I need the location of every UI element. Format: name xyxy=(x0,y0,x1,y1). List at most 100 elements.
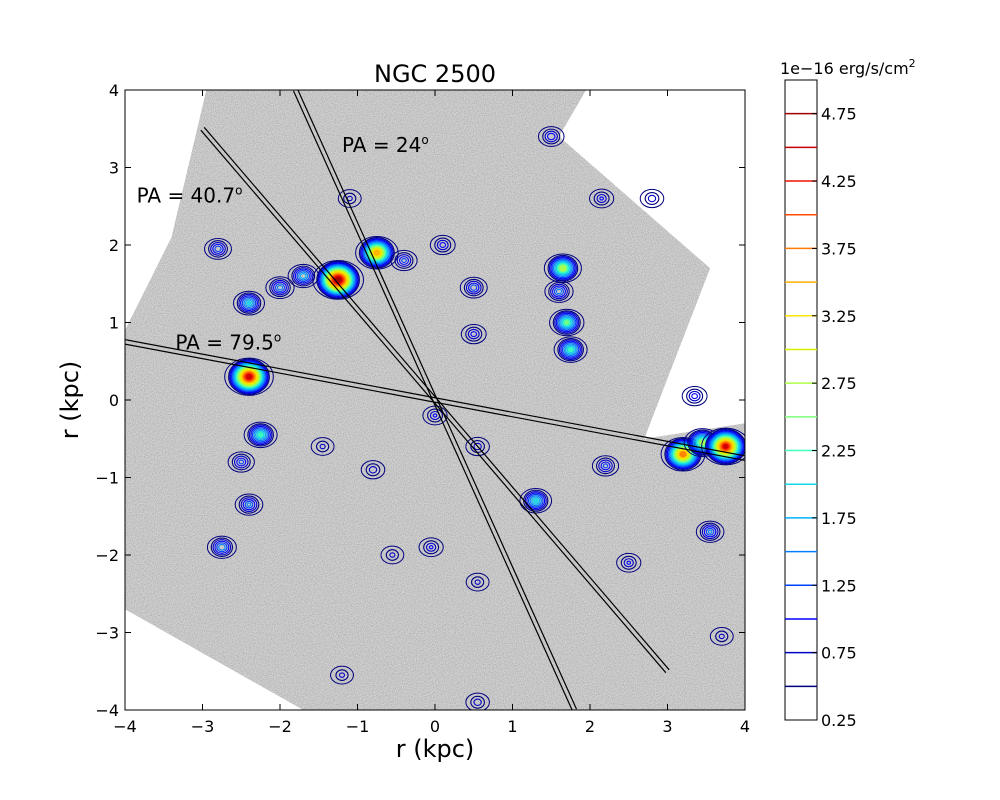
hii-region-8 xyxy=(265,276,295,300)
hii-region-0 xyxy=(312,260,364,300)
hii-region-2 xyxy=(224,357,274,396)
hii-contour-level xyxy=(718,633,725,640)
hii-contour-level xyxy=(294,268,312,284)
hii-contour-halo xyxy=(312,260,364,300)
hii-contour-halo xyxy=(701,427,745,466)
hii-contour-level xyxy=(425,542,437,552)
hii-contour-level xyxy=(593,191,610,206)
hii-contour-level xyxy=(229,359,269,395)
hii-contour-level xyxy=(238,495,260,514)
hii-contour-level xyxy=(551,258,575,279)
hii-contour-level xyxy=(245,299,253,307)
hii-contour-halo xyxy=(460,323,487,345)
hii-region-13 xyxy=(549,308,585,337)
hii-contour-level xyxy=(228,358,270,395)
hii-region-9 xyxy=(287,263,319,289)
slit-label-text: PA = 40.7 xyxy=(137,183,235,207)
hii-contour-halo xyxy=(639,188,665,209)
hii-region-4 xyxy=(227,451,255,473)
hii-contour-level xyxy=(246,301,252,306)
hii-contour-level xyxy=(561,341,580,358)
hii-contour-level xyxy=(214,245,222,253)
hii-contour-level xyxy=(666,440,700,469)
hii-contour-level xyxy=(432,413,438,418)
x-tick-label: −2 xyxy=(268,717,292,736)
y-tick-label: 3 xyxy=(109,159,119,178)
hii-contour-level xyxy=(363,241,390,265)
hii-contour-level xyxy=(554,260,572,276)
hii-contour-level xyxy=(557,337,584,362)
hii-contour-halo xyxy=(224,357,274,396)
hii-contour-level xyxy=(701,524,719,540)
y-tick-label: 1 xyxy=(109,314,119,333)
hii-contour-level xyxy=(365,463,381,477)
colorbar-tick-label: 3.75 xyxy=(821,239,857,258)
hii-contour-level xyxy=(273,281,287,294)
hii-region-14 xyxy=(553,336,588,363)
hii-contour-level xyxy=(602,463,609,469)
hii-contour-level xyxy=(208,240,228,258)
hii-contour-level xyxy=(644,192,660,205)
hii-contour-level xyxy=(254,429,267,440)
hii-region-5 xyxy=(234,493,264,516)
colorbar: 0.25 0.75 1.25 1.75 2.25 2.75 3.25 3.75 4.25 4.75… xyxy=(780,57,916,730)
colorbar-tick-label: 1.25 xyxy=(821,576,857,595)
x-tick-label: −1 xyxy=(346,717,370,736)
hii-contour-level xyxy=(600,461,611,471)
slit-line-pa-79.5 xyxy=(125,339,745,457)
hii-contour-level xyxy=(468,282,480,293)
hii-contour-level xyxy=(358,237,395,269)
hii-contour-level xyxy=(547,132,556,141)
y-tick-label: −3 xyxy=(95,624,119,643)
hii-contour-level xyxy=(246,374,252,380)
hii-contour-level xyxy=(550,283,568,300)
hii-contour-level xyxy=(335,669,349,681)
hii-contour-level xyxy=(552,259,573,277)
hii-contour-level xyxy=(396,254,412,267)
hii-contour-level xyxy=(210,537,234,558)
hii-contour-halo xyxy=(709,627,734,646)
hii-contour-halo xyxy=(553,336,588,363)
hii-contour-level xyxy=(620,555,637,570)
hii-contour-level xyxy=(291,265,316,287)
hii-region-32 xyxy=(589,188,615,209)
hii-region-11 xyxy=(519,488,553,514)
hii-contour-level xyxy=(316,260,360,299)
image-noise xyxy=(125,90,745,710)
colorbar-tick-label: 2.75 xyxy=(821,374,857,393)
hii-contour-level xyxy=(626,560,632,565)
hii-contour-halo xyxy=(233,290,265,316)
hii-contour-level xyxy=(709,432,742,461)
hii-contour-level xyxy=(233,455,249,469)
hii-contour-level xyxy=(527,493,544,508)
hii-contour-level xyxy=(236,292,262,314)
hii-contour-halo xyxy=(287,263,319,289)
hii-region-28 xyxy=(465,572,490,592)
hii-region-7 xyxy=(233,290,265,316)
hii-contour-level xyxy=(247,423,274,447)
slit-label-1: PA = 40.7o xyxy=(137,183,243,207)
hii-contour-level xyxy=(321,265,355,295)
hii-contour-halo xyxy=(681,385,708,407)
hii-contour-level xyxy=(563,343,578,356)
x-tick-label: −4 xyxy=(113,717,137,736)
hii-contour-level xyxy=(564,320,570,325)
hii-contour-halo xyxy=(243,421,278,449)
hii-contour-level xyxy=(242,499,256,511)
hii-contour-level xyxy=(542,128,561,145)
hii-contour-level xyxy=(398,256,410,265)
hii-contour-level xyxy=(401,258,407,263)
hii-contour-halo xyxy=(465,572,490,592)
hii-contour-level xyxy=(465,280,482,295)
hii-region-22 xyxy=(701,427,745,466)
hii-contour-halo xyxy=(337,189,362,208)
hii-contour-level xyxy=(241,296,257,310)
hii-contour-level xyxy=(210,242,226,256)
hii-contour-level xyxy=(623,558,634,568)
hii-contour-halo xyxy=(310,437,335,456)
hii-contour-level xyxy=(715,630,729,643)
hii-contour-level xyxy=(298,271,309,281)
colorbar-label-superscript: 2 xyxy=(909,57,916,70)
